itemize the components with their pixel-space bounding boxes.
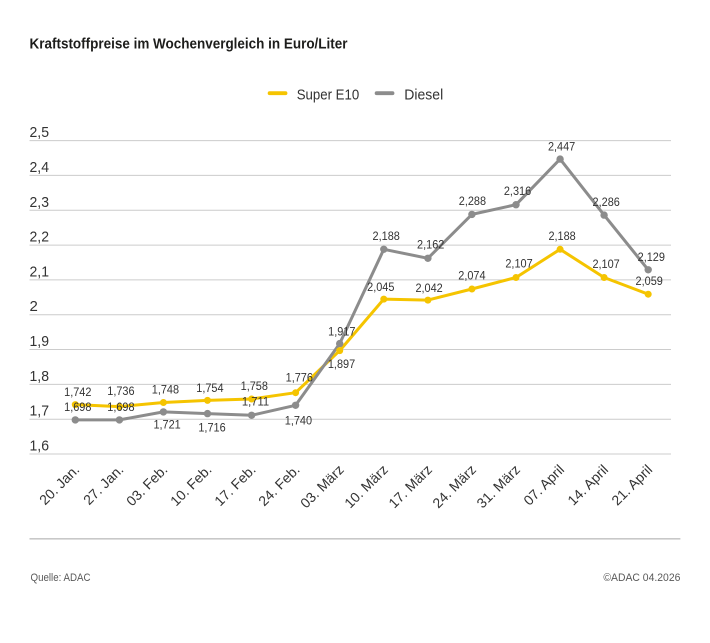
svg-text:1,9: 1,9 [30,333,50,350]
svg-text:2,316: 2,316 [504,186,531,198]
svg-text:Quelle: ADAC: Quelle: ADAC [31,572,91,584]
svg-text:1,736: 1,736 [107,386,134,398]
svg-text:2,286: 2,286 [593,197,620,209]
svg-text:2,107: 2,107 [505,258,532,270]
svg-text:1,716: 1,716 [198,423,225,435]
svg-text:1,758: 1,758 [241,381,268,393]
svg-text:1,711: 1,711 [242,397,269,409]
svg-text:1,8: 1,8 [30,368,50,385]
svg-text:2,162: 2,162 [417,240,444,252]
svg-text:Super E10: Super E10 [297,87,360,104]
svg-text:2,129: 2,129 [638,252,665,264]
svg-text:1,754: 1,754 [196,383,224,395]
svg-text:1,917: 1,917 [328,326,355,338]
svg-text:1,7: 1,7 [30,403,50,420]
svg-text:2,074: 2,074 [458,270,486,282]
svg-text:2,5: 2,5 [30,124,50,141]
svg-text:1,698: 1,698 [107,402,134,414]
svg-text:2: 2 [30,298,38,315]
svg-text:2,188: 2,188 [373,231,400,243]
svg-text:2,188: 2,188 [548,231,575,243]
svg-text:1,740: 1,740 [285,416,312,428]
svg-text:2,447: 2,447 [548,142,575,154]
svg-text:Kraftstoffpreise im Wochenverg: Kraftstoffpreise im Wochenvergleich in E… [30,36,348,53]
svg-text:2,2: 2,2 [30,229,50,246]
svg-text:1,776: 1,776 [286,372,313,384]
svg-text:2,288: 2,288 [459,196,486,208]
svg-text:1,742: 1,742 [64,387,91,399]
svg-text:1,897: 1,897 [328,359,355,371]
svg-text:1,721: 1,721 [153,419,180,431]
svg-text:2,1: 2,1 [30,263,50,280]
svg-text:2,042: 2,042 [415,283,442,295]
svg-text:1,698: 1,698 [64,402,91,414]
svg-text:©ADAC 04.2026: ©ADAC 04.2026 [603,572,680,584]
svg-text:2,045: 2,045 [367,282,394,294]
svg-text:2,4: 2,4 [30,159,50,176]
svg-text:2,3: 2,3 [30,194,50,211]
svg-text:1,6: 1,6 [30,438,50,455]
svg-text:1,748: 1,748 [152,385,179,397]
svg-text:Diesel: Diesel [404,87,443,104]
svg-text:2,059: 2,059 [636,276,663,288]
svg-text:2,107: 2,107 [592,259,619,271]
